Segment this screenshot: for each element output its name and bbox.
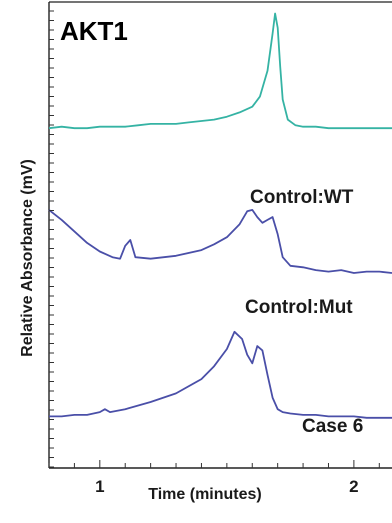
trace-line-1: [48, 209, 392, 274]
plot-area: [48, 1, 392, 469]
trace-label-control-mut: Control:Mut: [245, 297, 353, 318]
chromatogram-traces: [48, 12, 392, 419]
trace-line-0: [48, 12, 392, 130]
x-tick-label: 1: [95, 477, 104, 496]
trace-label-case-6: Case 6: [302, 416, 363, 437]
y-axis-ticks: [49, 10, 54, 468]
trace-label-control-wt: Control:WT: [250, 187, 354, 208]
x-tick-label: 2: [349, 477, 358, 496]
chart-title: AKT1: [60, 16, 128, 46]
x-axis-title: Time (minutes): [148, 486, 262, 503]
trace-line-2: [49, 330, 392, 419]
y-axis-title: Relative Absorbance (mV): [19, 159, 36, 357]
